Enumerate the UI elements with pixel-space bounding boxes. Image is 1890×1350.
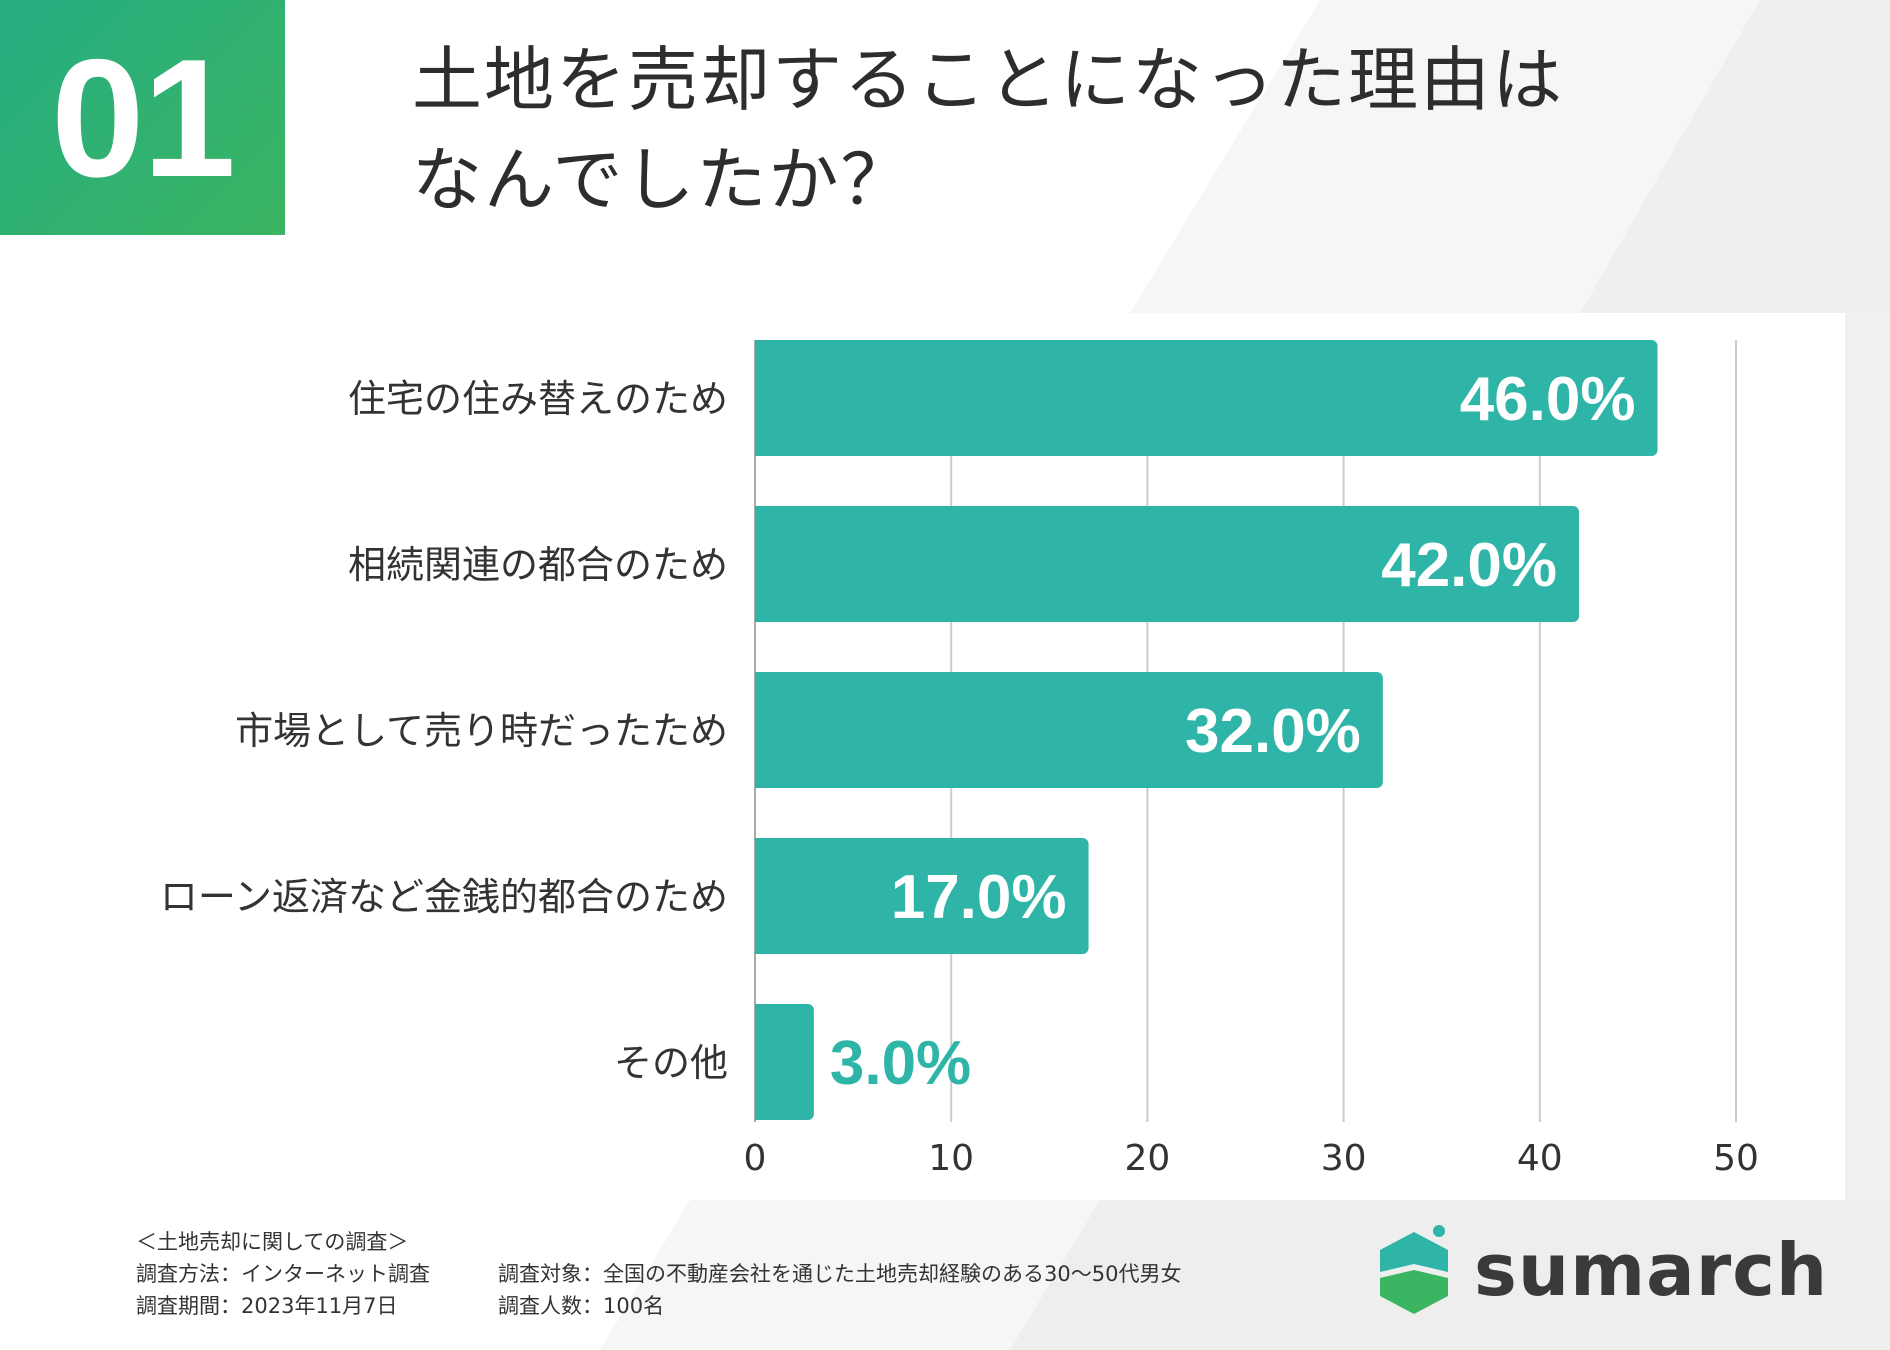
- bar: [755, 672, 1383, 788]
- question-number: 01: [51, 23, 236, 212]
- house-shield-icon: [1380, 1225, 1448, 1314]
- survey-method: 調査方法：インターネット調査: [136, 1262, 430, 1286]
- value-label: 46.0%: [1460, 365, 1636, 434]
- bar: [755, 506, 1580, 622]
- bar-left-edge: [755, 340, 763, 456]
- category-label: その他: [614, 1041, 728, 1085]
- bar-left-edge: [755, 838, 763, 954]
- x-tick-label: 30: [1321, 1138, 1367, 1179]
- x-tick-label: 10: [928, 1138, 974, 1179]
- category-label: 市場として売り時だったため: [235, 709, 728, 753]
- value-label: 3.0%: [830, 1029, 971, 1098]
- category-label: 住宅の住み替えのため: [348, 377, 728, 421]
- bar-left-edge: [755, 506, 763, 622]
- bar-left-edge: [755, 1004, 763, 1120]
- value-label: 42.0%: [1381, 531, 1557, 600]
- category-label: 相続関連の都合のため: [348, 543, 728, 587]
- survey-count: 調査人数：100名: [498, 1294, 665, 1318]
- category-label: ローン返済など金銭的都合のため: [160, 875, 728, 919]
- survey-title: ＜土地売却に関しての調査＞: [136, 1230, 409, 1254]
- title-line-1: 土地を売却することになった理由は: [412, 39, 1564, 121]
- value-label: 32.0%: [1185, 697, 1361, 766]
- x-tick-label: 50: [1713, 1138, 1759, 1179]
- bar: [755, 838, 1089, 954]
- survey-footer: ＜土地売却に関しての調査＞ 調査方法：インターネット調査 調査対象：全国の不動産…: [136, 1226, 1181, 1322]
- x-tick-label: 0: [744, 1138, 767, 1179]
- survey-target: 調査対象：全国の不動産会社を通じた土地売却経験のある30〜50代男女: [498, 1262, 1182, 1286]
- page-title: 土地を売却することになった理由は なんでしたか？: [412, 30, 1564, 230]
- x-tick-label: 40: [1517, 1138, 1563, 1179]
- value-label: 17.0%: [891, 863, 1067, 932]
- brand-logo: sumarch: [1376, 1224, 1828, 1316]
- x-tick-label: 20: [1124, 1138, 1170, 1179]
- bar: [755, 1004, 814, 1120]
- survey-period: 調査期間：2023年11月7日: [136, 1294, 398, 1318]
- question-number-badge: 01: [0, 0, 285, 235]
- title-line-2: なんでしたか？: [412, 139, 913, 221]
- bar: [755, 340, 1658, 456]
- bar-left-edge: [755, 672, 763, 788]
- logo-text: sumarch: [1474, 1228, 1829, 1312]
